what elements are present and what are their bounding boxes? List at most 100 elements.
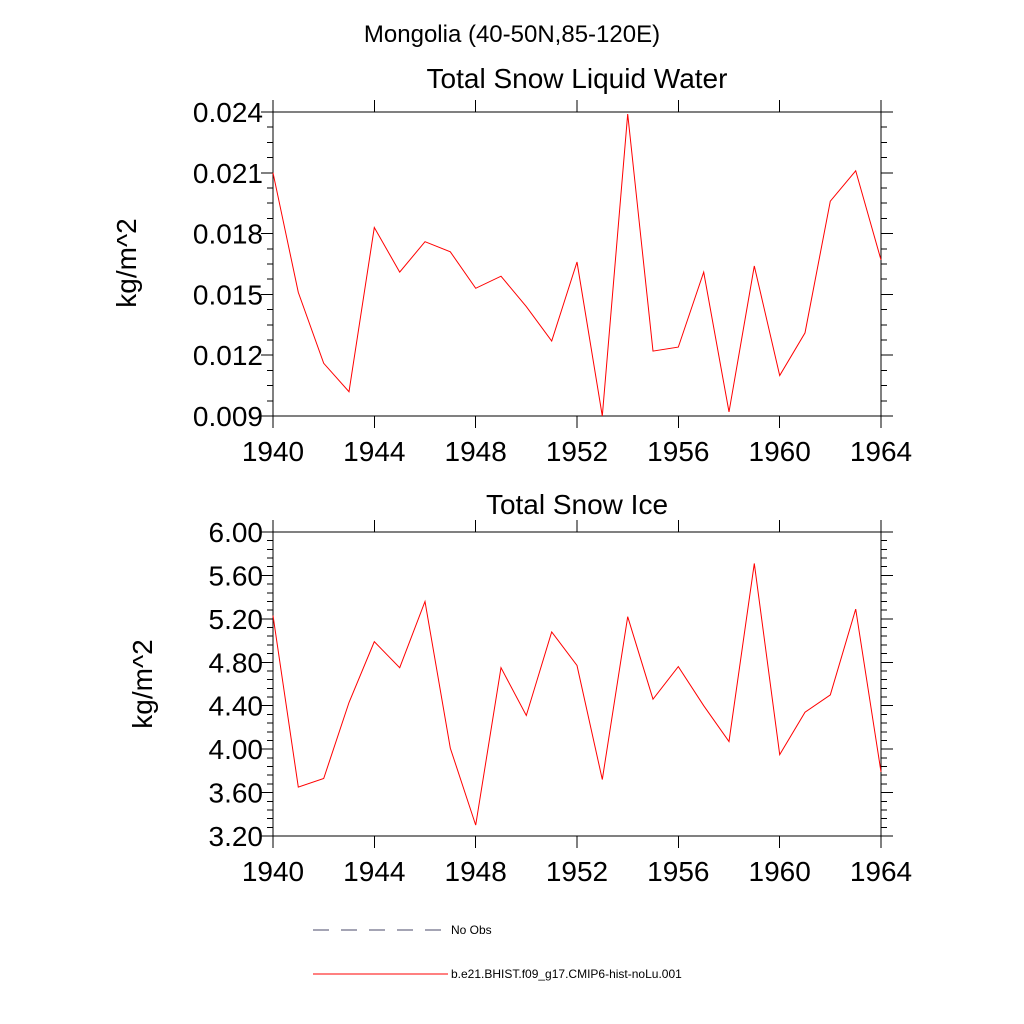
data-point bbox=[424, 600, 426, 602]
data-point bbox=[525, 306, 527, 308]
y-tick-label: 5.60 bbox=[209, 560, 264, 591]
data-point bbox=[728, 741, 730, 743]
data-point bbox=[880, 259, 882, 261]
x-tick-label: 1956 bbox=[647, 856, 709, 887]
x-tick-label: 1960 bbox=[749, 436, 811, 467]
data-point bbox=[500, 275, 502, 277]
panel-title: Total Snow Liquid Water bbox=[427, 63, 728, 94]
legend-label-no-obs: No Obs bbox=[451, 923, 492, 937]
x-tick-label: 1940 bbox=[242, 856, 304, 887]
y-tick-label: 0.012 bbox=[193, 340, 263, 371]
data-point bbox=[829, 200, 831, 202]
data-point bbox=[373, 227, 375, 229]
data-point bbox=[373, 641, 375, 643]
y-tick-label: 0.009 bbox=[193, 401, 263, 432]
y-tick-label: 0.015 bbox=[193, 279, 263, 310]
y-tick-labels: 6.00 5.60 5.20 4.80 4.40 4.00 3.60 3.20 bbox=[209, 517, 264, 852]
data-point bbox=[449, 747, 451, 749]
data-point bbox=[525, 714, 527, 716]
data-point bbox=[500, 667, 502, 669]
data-point bbox=[779, 374, 781, 376]
panel-title: Total Snow Ice bbox=[486, 489, 668, 520]
y-tick-label: 4.00 bbox=[209, 734, 264, 765]
data-point bbox=[753, 562, 755, 564]
y-tick-label: 0.021 bbox=[193, 158, 263, 189]
y-tick-label: 4.40 bbox=[209, 691, 264, 722]
x-tick-label: 1952 bbox=[546, 856, 608, 887]
data-point bbox=[551, 340, 553, 342]
data-point bbox=[703, 271, 705, 273]
data-point bbox=[627, 616, 629, 618]
y-tick-label: 6.00 bbox=[209, 517, 264, 548]
data-point bbox=[880, 771, 882, 773]
data-point bbox=[804, 711, 806, 713]
data-point bbox=[703, 705, 705, 707]
data-point bbox=[576, 665, 578, 667]
data-point bbox=[348, 701, 350, 703]
data-point bbox=[399, 271, 401, 273]
data-point bbox=[348, 391, 350, 393]
y-tick-label: 4.80 bbox=[209, 647, 264, 678]
series-line bbox=[272, 113, 882, 417]
tick-marks bbox=[261, 520, 893, 848]
x-tick-labels: 1940 1944 1948 1952 1956 1960 1964 bbox=[242, 436, 912, 467]
y-tick-label: 5.20 bbox=[209, 604, 264, 635]
y-tick-label: 0.018 bbox=[193, 219, 263, 250]
data-point bbox=[449, 251, 451, 253]
x-tick-label: 1956 bbox=[647, 436, 709, 467]
data-point bbox=[323, 362, 325, 364]
x-tick-label: 1948 bbox=[445, 856, 507, 887]
y-tick-label: 3.60 bbox=[209, 778, 264, 809]
data-point bbox=[728, 411, 730, 413]
x-tick-label: 1952 bbox=[546, 436, 608, 467]
x-tick-label: 1964 bbox=[850, 856, 912, 887]
x-tick-label: 1948 bbox=[445, 436, 507, 467]
data-point bbox=[475, 824, 477, 826]
data-point bbox=[424, 241, 426, 243]
x-tick-label: 1944 bbox=[343, 856, 405, 887]
legend: No Obs b.e21.BHIST.f09_g17.CMIP6-hist-no… bbox=[313, 923, 682, 981]
data-point bbox=[804, 332, 806, 334]
snow-liquid-water-panel: Total Snow Liquid Water kg/m^2 0.0240.02… bbox=[111, 63, 912, 467]
data-point bbox=[323, 777, 325, 779]
y-tick-labels: 0.024 0.021 0.018 0.015 0.012 0.009 bbox=[193, 97, 263, 432]
data-point bbox=[551, 631, 553, 633]
y-tick-label: 0.024 bbox=[193, 97, 263, 128]
data-point bbox=[272, 172, 274, 174]
data-point bbox=[652, 350, 654, 352]
data-point bbox=[829, 694, 831, 696]
figure-suptitle: Mongolia (40-50N,85-120E) bbox=[364, 21, 660, 48]
x-tick-label: 1964 bbox=[850, 436, 912, 467]
data-point bbox=[601, 779, 603, 781]
y-tick-label: 3.20 bbox=[209, 821, 264, 852]
x-tick-labels: 1940 1944 1948 1952 1956 1960 1964 bbox=[242, 856, 912, 887]
y-axis-label: kg/m^2 bbox=[111, 218, 142, 307]
data-point bbox=[601, 415, 603, 417]
data-point bbox=[576, 261, 578, 263]
plot-frame bbox=[272, 531, 882, 837]
data-point bbox=[855, 170, 857, 172]
x-tick-label: 1940 bbox=[242, 436, 304, 467]
series-group bbox=[272, 562, 882, 826]
data-point bbox=[297, 291, 299, 293]
data-point bbox=[627, 113, 629, 115]
x-tick-label: 1960 bbox=[749, 856, 811, 887]
series-line bbox=[272, 563, 882, 826]
data-point bbox=[677, 346, 679, 348]
data-point bbox=[779, 754, 781, 756]
legend-label-model-run: b.e21.BHIST.f09_g17.CMIP6-hist-noLu.001 bbox=[451, 967, 682, 981]
data-point bbox=[855, 608, 857, 610]
data-point bbox=[272, 615, 274, 617]
data-point bbox=[677, 666, 679, 668]
data-point bbox=[652, 698, 654, 700]
y-axis-label: kg/m^2 bbox=[127, 639, 158, 728]
data-point bbox=[399, 667, 401, 669]
data-point bbox=[475, 287, 477, 289]
tick-marks bbox=[261, 100, 893, 428]
data-point bbox=[297, 786, 299, 788]
snow-ice-panel: Total Snow Ice kg/m^2 6.00 5.60 5.20 4.80 4.… bbox=[127, 489, 912, 887]
data-point bbox=[753, 265, 755, 267]
series-group bbox=[272, 113, 882, 417]
x-tick-label: 1944 bbox=[343, 436, 405, 467]
